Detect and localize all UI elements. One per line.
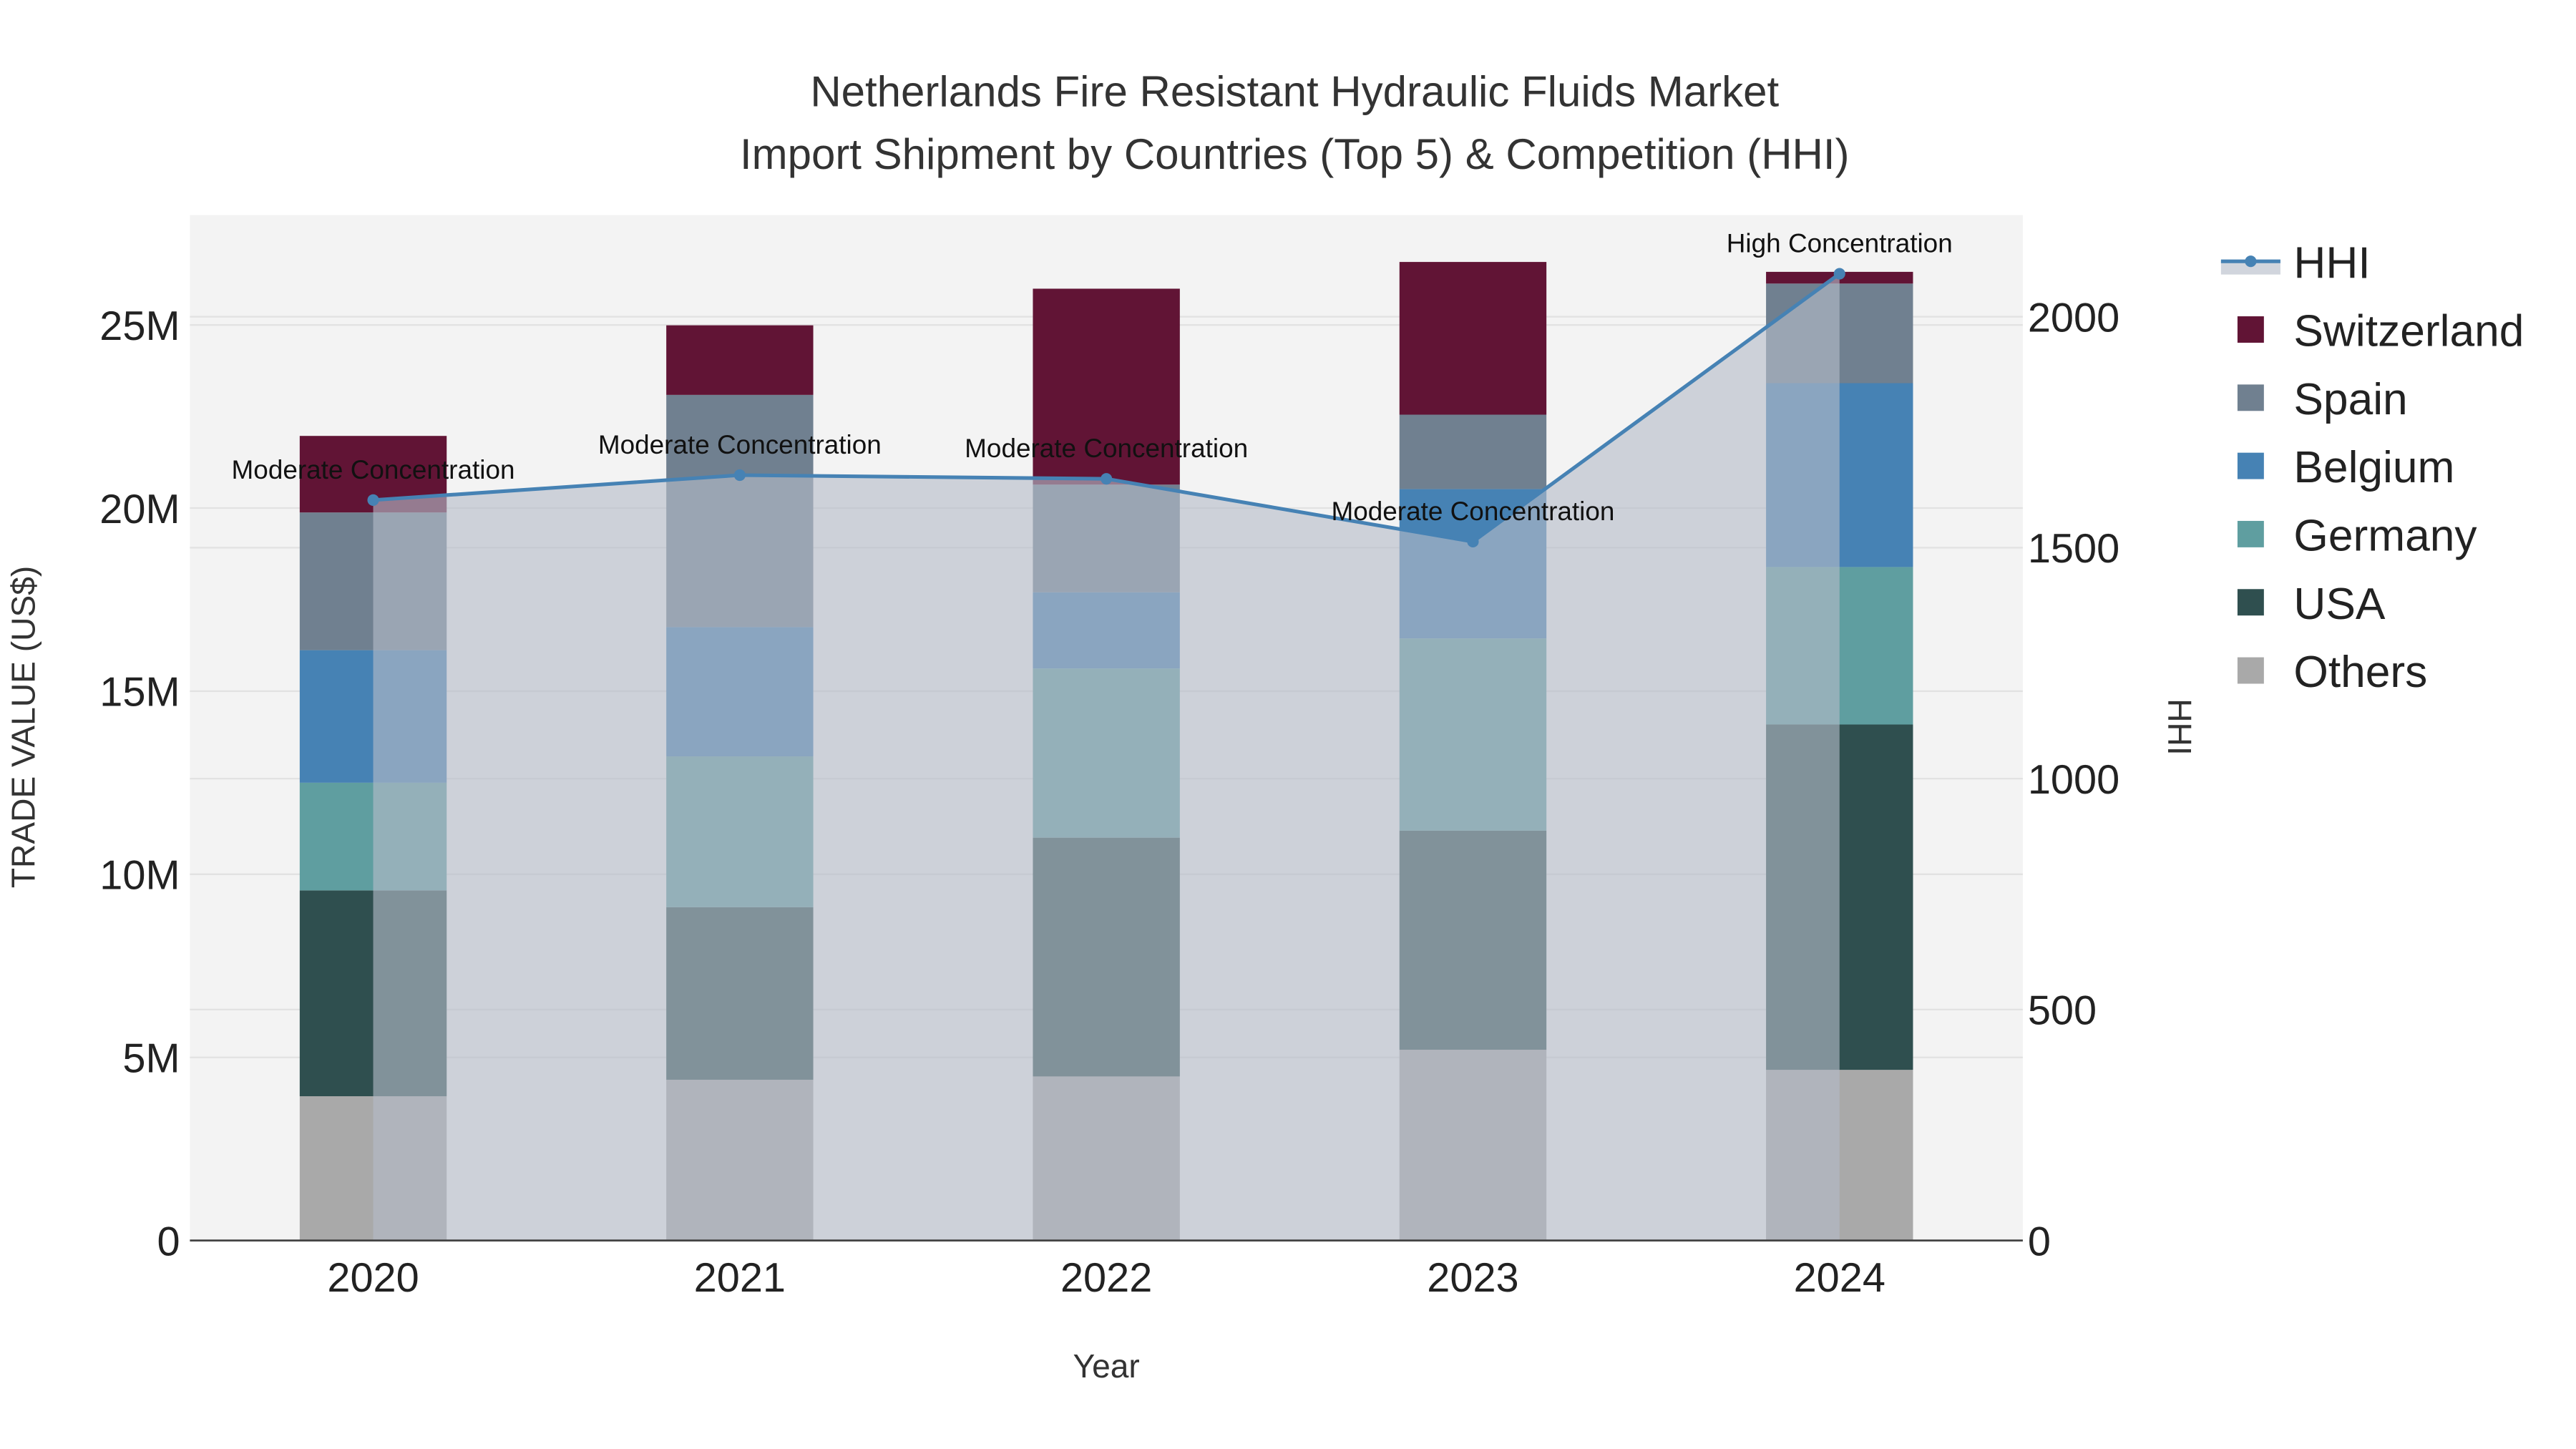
y2-tick-label: 1000 <box>2028 757 2119 803</box>
x-axis-title: Year <box>1073 1347 1140 1385</box>
x-tick-label: 2024 <box>1794 1255 1885 1301</box>
legend-swatch-germany <box>2237 520 2264 547</box>
y2-tick-label: 0 <box>2028 1219 2051 1264</box>
y2-axis-title: HHI <box>2161 698 2198 755</box>
legend-swatch-switzerland <box>2237 316 2264 343</box>
y-tick-label: 0 <box>157 1219 180 1264</box>
y-tick-label: 15M <box>99 670 180 716</box>
bar-switzerland-2023 <box>1399 262 1547 415</box>
hhi-point-2023 <box>1467 535 1479 548</box>
y2-tick-label: 2000 <box>2028 295 2119 341</box>
hhi-line: Moderate Concentration Moderate Concentra… <box>232 229 1953 548</box>
legend-label-germany: Germany <box>2293 512 2477 561</box>
legend-label-hhi: HHI <box>2293 238 2370 288</box>
hhi-annotation: Moderate Concentration <box>1331 497 1614 526</box>
x-tick-label: 2022 <box>1060 1255 1152 1301</box>
legend-swatch-spain <box>2237 384 2264 411</box>
legend-swatch-others <box>2237 657 2264 684</box>
legend-swatch-usa <box>2237 589 2264 616</box>
hhi-point-2024 <box>1833 268 1845 280</box>
x-tick-label: 2020 <box>327 1255 419 1301</box>
y-tick-label: 25M <box>99 303 180 349</box>
legend-label-belgium: Belgium <box>2293 443 2454 492</box>
hhi-annotation: Moderate Concentration <box>965 434 1248 463</box>
chart-title: Netherlands Fire Resistant Hydraulic Flu… <box>810 67 1779 115</box>
y2-tick-label: 1500 <box>2028 526 2119 572</box>
y-tick-label: 10M <box>99 853 180 899</box>
legend: HHI Switzerland Spain Belgium Germany USA Othe… <box>2220 238 2524 697</box>
y-tick-label: 20M <box>99 487 180 532</box>
y2-tick-label: 500 <box>2028 988 2097 1034</box>
legend-swatch-hhi-marker <box>2245 255 2257 268</box>
y-axis-title: TRADE VALUE (US$) <box>4 566 42 888</box>
hhi-area-fill <box>373 273 1840 1241</box>
hhi-point-2022 <box>1101 473 1113 485</box>
hhi-point-2020 <box>367 494 379 506</box>
x-tick-label: 2023 <box>1427 1255 1518 1301</box>
legend-label-switzerland: Switzerland <box>2293 307 2524 356</box>
legend-label-usa: USA <box>2293 580 2386 629</box>
legend-label-spain: Spain <box>2293 375 2407 424</box>
hhi-annotation: Moderate Concentration <box>232 455 515 484</box>
axes: 0 5M 10M 15M 20M 25M 0 500 1000 1500 2000 2020 2021 2… <box>99 295 2119 1301</box>
bar-switzerland-2021 <box>666 325 814 395</box>
legend-swatch-belgium <box>2237 452 2264 479</box>
y-tick-label: 5M <box>122 1036 180 1082</box>
legend-swatch-hhi-area <box>2220 261 2280 275</box>
hhi-annotation: Moderate Concentration <box>598 430 882 459</box>
bar-switzerland-2022 <box>1033 288 1180 485</box>
hhi-area <box>373 273 1840 1241</box>
legend-label-others: Others <box>2293 648 2427 697</box>
chart-subtitle: Import Shipment by Countries (Top 5) & C… <box>740 130 1850 178</box>
x-tick-label: 2021 <box>694 1255 786 1301</box>
bar-spain-2023 <box>1399 414 1547 489</box>
hhi-annotation: High Concentration <box>1727 229 1953 258</box>
hhi-point-2021 <box>733 469 746 482</box>
